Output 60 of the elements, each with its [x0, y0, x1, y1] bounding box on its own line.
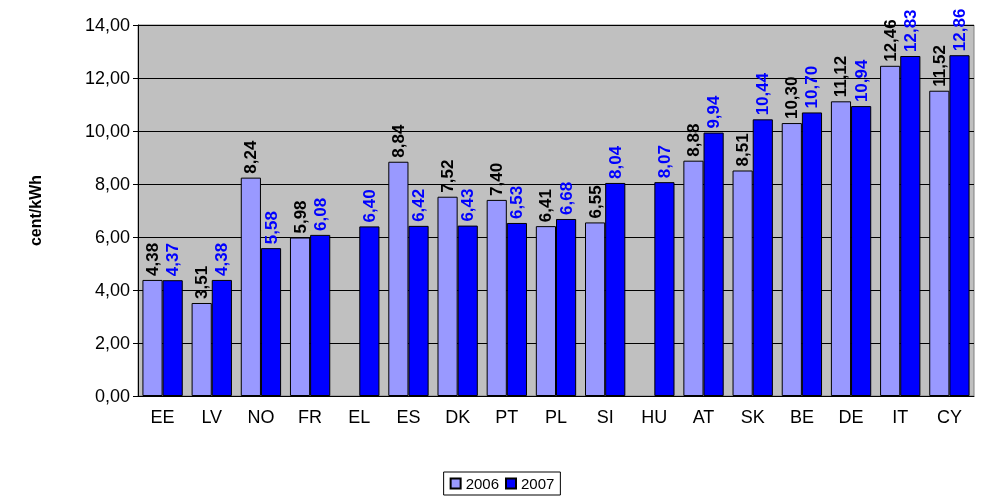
x-tick-label: SK [740, 407, 765, 427]
data-label: 6,42 [409, 188, 429, 222]
data-label: 8,04 [605, 145, 625, 179]
data-label: 6,68 [556, 181, 576, 215]
data-label: 5,98 [290, 200, 310, 234]
data-label: 6,53 [507, 185, 527, 219]
x-tick-label: DE [838, 407, 864, 427]
data-label: 10,44 [753, 72, 773, 116]
legend-label: 2006 [465, 475, 500, 492]
data-label: 12,83 [900, 9, 920, 53]
data-label: 8,51 [733, 133, 753, 167]
x-tick-label: AT [692, 407, 715, 427]
x-tick-label: BE [789, 407, 814, 427]
x-tick-label: EE [150, 407, 175, 427]
data-label: 10,94 [851, 59, 871, 103]
x-tick-label: EL [348, 407, 371, 427]
data-label: 10,30 [782, 76, 802, 120]
data-label: 6,41 [536, 189, 556, 223]
legend-label: 2007 [521, 475, 555, 492]
x-tick-label: DK [445, 407, 471, 427]
y-tick-label: 0,00 [94, 386, 130, 406]
data-label: 8,07 [654, 145, 674, 179]
data-label: 6,55 [585, 185, 605, 219]
x-tick-label: ES [396, 407, 421, 427]
x-tick-label: PL [544, 407, 568, 427]
data-label: 6,40 [359, 189, 379, 223]
data-label: 3,51 [192, 265, 212, 299]
data-label: 12,46 [880, 19, 900, 62]
x-tick-label: NO [247, 407, 275, 427]
y-tick-label: 8,00 [94, 174, 130, 194]
data-label: 4,38 [143, 242, 163, 276]
y-tick-label: 10,00 [84, 121, 130, 141]
x-tick-label: PT [495, 407, 519, 427]
y-axis-title: cent/kWh [26, 174, 44, 247]
x-tick-label: CY [936, 407, 962, 427]
y-tick-label: 2,00 [94, 333, 130, 353]
x-tick-label: FR [298, 407, 323, 427]
data-label: 11,12 [831, 55, 851, 98]
x-tick-label: HU [641, 407, 668, 427]
data-label: 4,38 [212, 242, 232, 276]
data-label: 7,40 [487, 162, 507, 196]
data-label: 8,88 [683, 123, 703, 157]
data-label: 12,86 [949, 8, 969, 52]
data-label: 8,84 [388, 124, 408, 158]
x-tick-label: SI [596, 407, 614, 427]
data-label: 6,43 [458, 188, 478, 222]
y-tick-label: 6,00 [94, 227, 130, 247]
y-tick-label: 12,00 [84, 68, 130, 88]
data-label: 7,52 [438, 159, 458, 193]
data-label: 5,58 [261, 211, 281, 245]
data-label: 8,24 [241, 140, 261, 174]
data-label: 11,52 [929, 45, 949, 87]
data-label: 10,70 [802, 65, 822, 109]
y-tick-label: 14,00 [84, 15, 130, 35]
data-label: 4,37 [163, 243, 183, 277]
data-label: 9,94 [704, 94, 724, 129]
data-label: 6,08 [310, 197, 330, 231]
x-tick-label: IT [892, 407, 909, 427]
y-tick-label: 4,00 [94, 280, 130, 300]
x-tick-label: LV [201, 407, 223, 427]
